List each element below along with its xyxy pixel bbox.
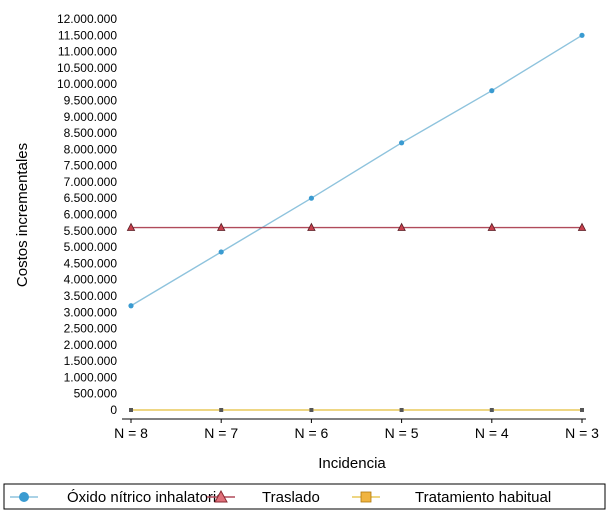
data-point (308, 195, 314, 201)
y-tick-label: 7.000.000 (64, 175, 118, 189)
series-2 (126, 222, 587, 231)
legend-marker (19, 492, 29, 502)
data-point (219, 408, 224, 412)
data-point (489, 408, 494, 412)
y-axis-ticks: 0 500.000 1.000.000 1.500.000 2.000.000 2.500… (57, 12, 117, 417)
y-tick-label: 5.000.000 (64, 240, 118, 254)
data-point (307, 222, 316, 231)
data-point (129, 408, 133, 412)
y-tick-label: 7.500.000 (64, 159, 118, 173)
data-point (399, 140, 405, 146)
y-tick-label: 2.500.000 (64, 322, 118, 336)
legend-marker (214, 489, 228, 503)
x-tick-label: N = 7 (204, 425, 238, 441)
legend-label: Traslado (262, 489, 320, 506)
y-axis-title: Costos incrementales (14, 143, 31, 287)
data-point (216, 222, 226, 231)
y-tick-label: 8.000.000 (64, 142, 118, 156)
legend-label: Tratamiento habitual (415, 489, 551, 506)
y-tick-label: 10.000.000 (57, 77, 117, 91)
legend: Óxido nítrico inhalatorio Traslado Tratami… (3, 483, 606, 510)
data-point (126, 222, 136, 231)
data-point (128, 303, 134, 309)
y-tick-label: 6.000.000 (64, 208, 118, 222)
legend-marker (360, 491, 372, 503)
y-tick-label: 0 (110, 403, 117, 417)
x-tick-label: N = 8 (114, 425, 148, 441)
series-3 (129, 408, 584, 412)
data-point (397, 222, 406, 231)
data-point (577, 222, 587, 231)
y-tick-label: 9.000.000 (64, 110, 118, 124)
x-axis-title: Incidencia (318, 455, 386, 472)
y-tick-label: 10.500.000 (57, 61, 117, 75)
x-tick-label: N = 6 (294, 425, 328, 441)
y-tick-label: 5.500.000 (64, 224, 118, 238)
data-point (579, 32, 585, 38)
series-layer (126, 32, 587, 412)
x-axis-ticks: N = 8 N = 7 N = 6 N = 5 N = 4 N = 3 (114, 419, 599, 441)
legend-label: Óxido nítrico inhalatorio (67, 489, 225, 506)
data-point (487, 222, 497, 231)
series-line (130, 34, 583, 307)
y-tick-label: 1.000.000 (64, 370, 118, 384)
data-point (218, 249, 224, 255)
data-point (489, 88, 495, 94)
y-tick-label: 3.500.000 (64, 289, 118, 303)
data-point (309, 408, 314, 412)
y-tick-label: 500.000 (74, 387, 118, 401)
legend-item: Óxido nítrico inhalatorio (10, 489, 225, 506)
y-tick-label: 4.000.000 (64, 273, 118, 287)
legend-item: Tratamiento habitual (352, 489, 551, 506)
y-tick-label: 9.500.000 (64, 93, 118, 107)
data-point (580, 408, 584, 412)
y-tick-label: 11.500.000 (58, 28, 117, 42)
y-tick-label: 6.500.000 (64, 191, 118, 205)
x-tick-label: N = 5 (385, 425, 419, 441)
y-tick-label: 12.000.000 (57, 12, 117, 26)
x-tick-label: N = 3 (565, 425, 599, 441)
series-1 (128, 32, 585, 309)
x-tick-label: N = 4 (475, 425, 509, 441)
legend-item: Traslado (207, 489, 320, 506)
y-tick-label: 4.500.000 (64, 256, 118, 270)
y-tick-label: 3.000.000 (64, 305, 118, 319)
y-tick-label: 11.000.000 (58, 45, 117, 59)
data-point (399, 408, 404, 412)
y-tick-label: 1.500.000 (64, 354, 118, 368)
y-tick-label: 2.000.000 (64, 338, 118, 352)
y-tick-label: 8.500.000 (64, 126, 118, 140)
legend-box (3, 483, 606, 510)
